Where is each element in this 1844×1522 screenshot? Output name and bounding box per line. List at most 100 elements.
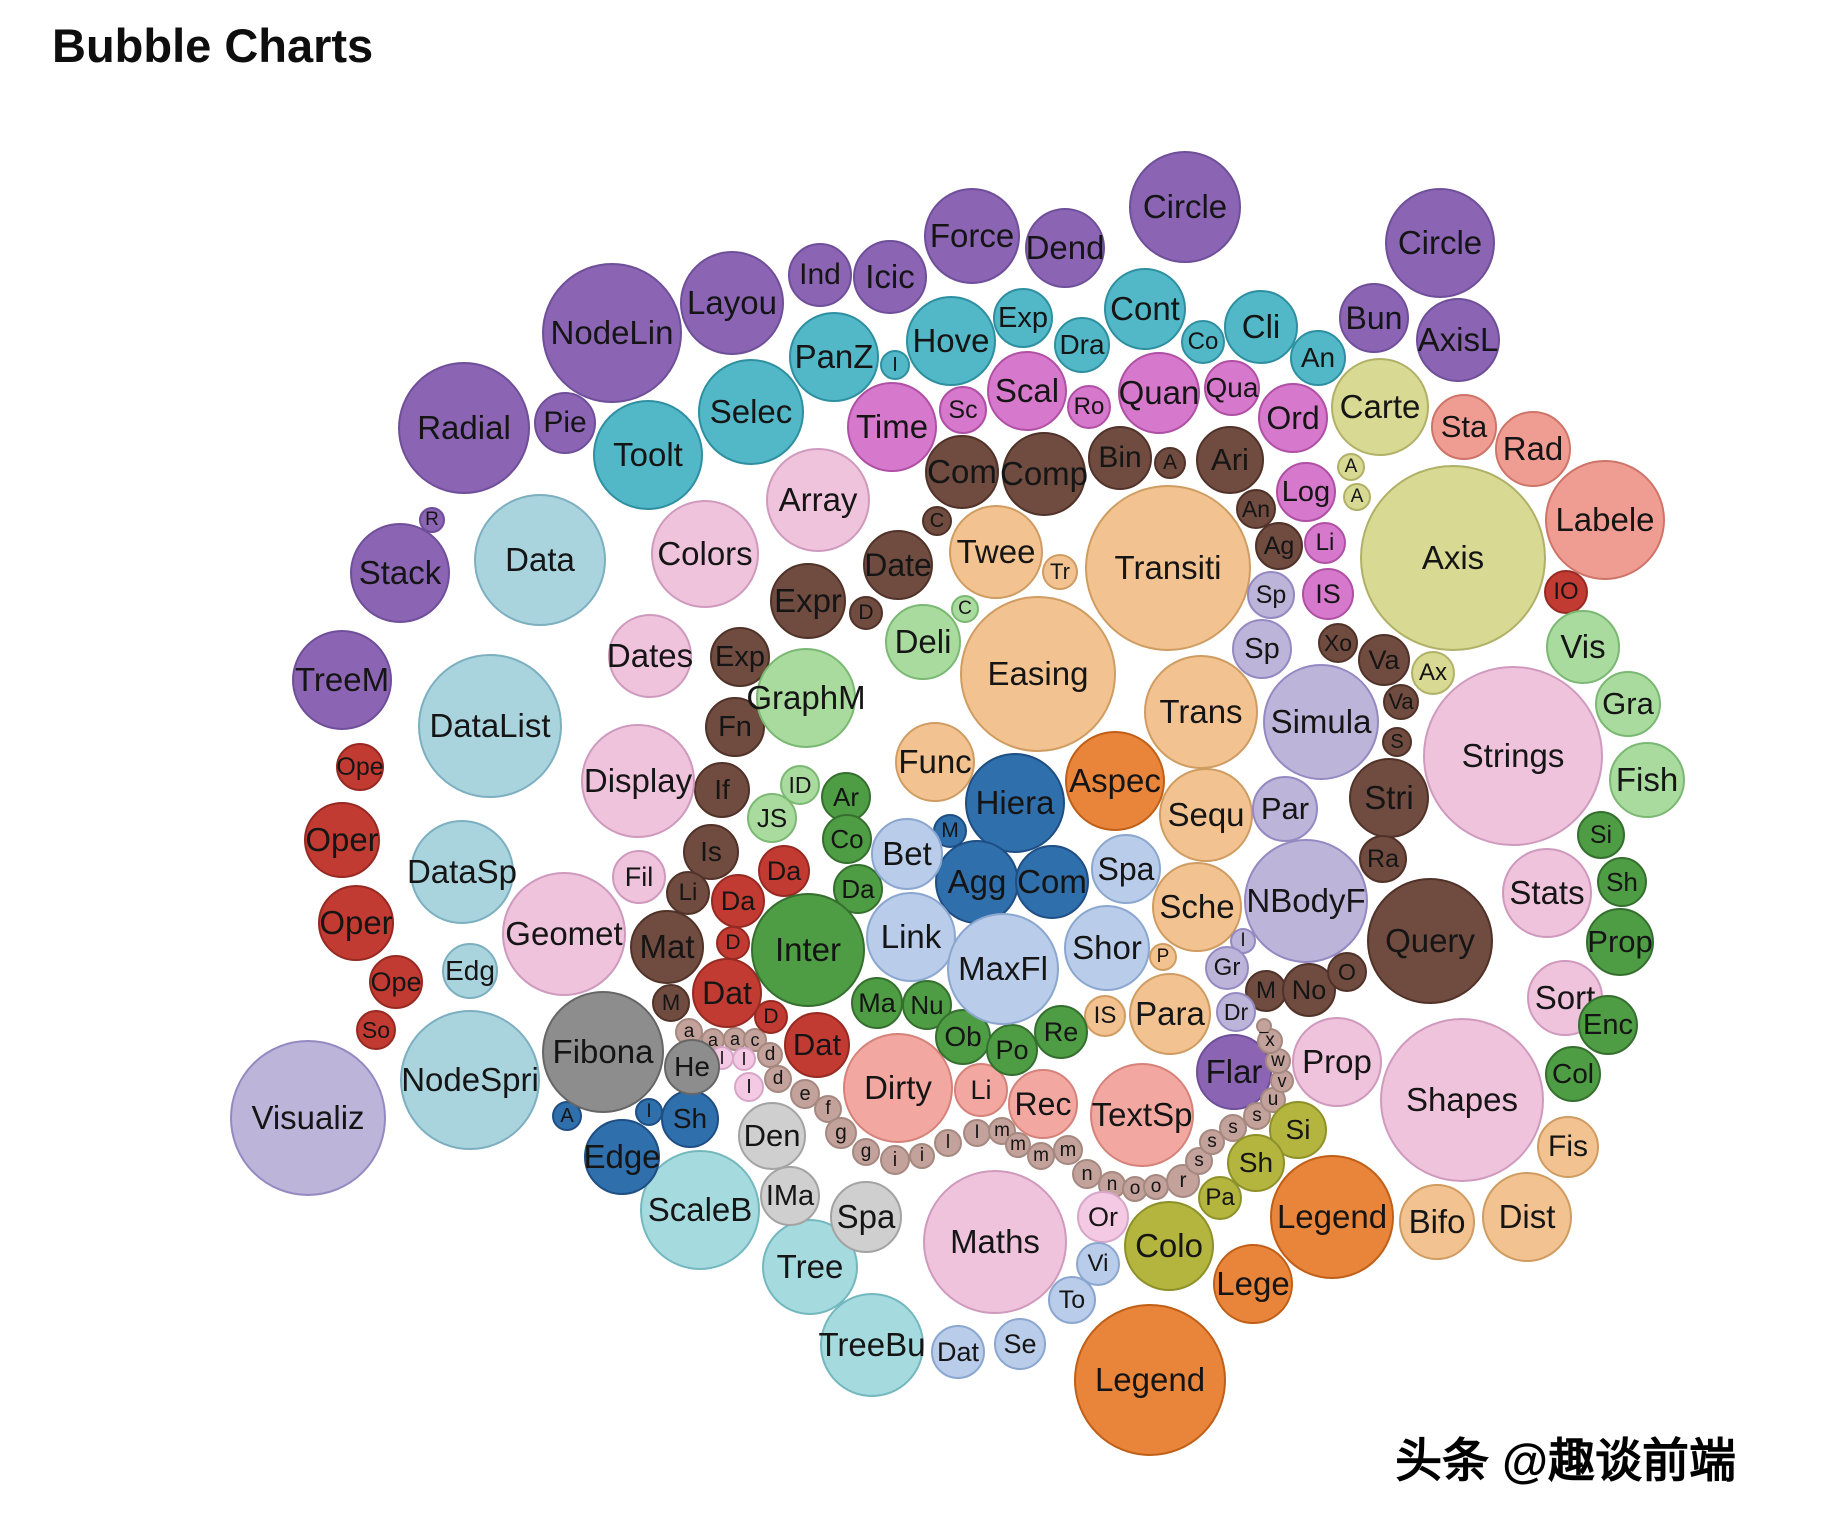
bubble-vis-164[interactable]: Vis <box>1546 610 1620 684</box>
bubble-fibona-211[interactable]: Fibona <box>542 991 664 1113</box>
bubble-i-157[interactable]: I <box>732 1047 756 1071</box>
bubble-par-205[interactable]: Par <box>1252 776 1318 842</box>
bubble-icic-5[interactable]: Icic <box>853 240 927 314</box>
bubble-dirty-119[interactable]: Dirty <box>843 1033 953 1143</box>
bubble-trans-101[interactable]: Trans <box>1144 655 1258 769</box>
bubble-data-135[interactable]: Data <box>474 494 606 626</box>
bubble-ope-126[interactable]: Ope <box>369 955 423 1009</box>
bubble-mat-53[interactable]: Mat <box>630 910 704 984</box>
bubble-da-130[interactable]: Da <box>711 874 765 928</box>
bubble-cont-23[interactable]: Cont <box>1104 268 1186 350</box>
bubble-fish-166[interactable]: Fish <box>1609 742 1685 818</box>
bubble-va-57[interactable]: Va <box>1383 684 1419 720</box>
bubble-g-73[interactable]: g <box>825 1117 857 1149</box>
bubble-xo-55[interactable]: Xo <box>1318 623 1358 663</box>
bubble-dat-132[interactable]: Dat <box>692 958 762 1028</box>
bubble-a-40[interactable]: A <box>1154 447 1186 479</box>
bubble-ax-115[interactable]: Ax <box>1411 651 1455 695</box>
bubble-aspec-216[interactable]: Aspec <box>1065 731 1165 831</box>
bubble-oper-125[interactable]: Oper <box>318 885 394 961</box>
bubble-i-78[interactable]: I <box>963 1119 991 1147</box>
bubble-bin-39[interactable]: Bin <box>1088 426 1152 490</box>
bubble-ro-30[interactable]: Ro <box>1067 385 1111 429</box>
bubble-so-127[interactable]: So <box>356 1010 396 1050</box>
bubble-ind-4[interactable]: Ind <box>788 243 852 307</box>
bubble-si-176[interactable]: Si <box>1577 811 1625 859</box>
bubble-geomet-148[interactable]: Geomet <box>502 872 626 996</box>
bubble-panz-18[interactable]: PanZ <box>789 312 879 402</box>
bubble-quan-31[interactable]: Quan <box>1118 352 1200 434</box>
bubble-io-128[interactable]: IO <box>1544 570 1588 614</box>
bubble-pie-9[interactable]: Pie <box>534 392 596 454</box>
bubble-rec-121[interactable]: Rec <box>1008 1069 1078 1139</box>
bubble-easing-100[interactable]: Easing <box>960 596 1116 752</box>
bubble-i-19[interactable]: I <box>880 350 910 380</box>
bubble-li-52[interactable]: Li <box>666 871 710 915</box>
bubble-oper-124[interactable]: Oper <box>304 802 380 878</box>
bubble-hiera-185[interactable]: Hiera <box>965 753 1065 853</box>
bubble-dat-134[interactable]: Dat <box>784 1012 850 1078</box>
bubble-inter-170[interactable]: Inter <box>751 893 865 1007</box>
bubble-link-194[interactable]: Link <box>866 892 956 982</box>
bubble-fis-110[interactable]: Fis <box>1537 1116 1599 1178</box>
bubble-circle-3[interactable]: Circle <box>1385 188 1495 298</box>
bubble-array-144[interactable]: Array <box>766 448 870 552</box>
bubble-nbodyf-206[interactable]: NBodyF <box>1244 839 1368 963</box>
bubble-col-180[interactable]: Col <box>1545 1046 1601 1102</box>
bubble-qua-32[interactable]: Qua <box>1204 360 1260 416</box>
bubble-maths-149[interactable]: Maths <box>923 1170 1067 1314</box>
bubble-bun-13[interactable]: Bun <box>1339 283 1409 353</box>
bubble-is-36[interactable]: IS <box>1302 568 1354 620</box>
bubble-c-161[interactable]: C <box>951 595 979 623</box>
bubble-date-47[interactable]: Date <box>863 530 933 600</box>
bubble-da-129[interactable]: Da <box>758 845 810 897</box>
bubble-edge-192[interactable]: Edge <box>583 1119 661 1195</box>
bubble-lege-218[interactable]: Lege <box>1213 1244 1293 1324</box>
bubble-spa-215[interactable]: Spa <box>830 1181 902 1253</box>
bubble-ma-171[interactable]: Ma <box>851 977 903 1029</box>
bubble-stack-10[interactable]: Stack <box>350 523 450 623</box>
bubble-hove-20[interactable]: Hove <box>906 296 996 386</box>
bubble-treebu-142[interactable]: TreeBu <box>819 1293 926 1397</box>
bubble-prop-178[interactable]: Prop <box>1586 908 1654 976</box>
bubble-axisl-14[interactable]: AxisL <box>1416 298 1500 382</box>
bubble-time-27[interactable]: Time <box>847 382 937 472</box>
bubble-stats-151[interactable]: Stats <box>1502 848 1592 938</box>
bubble-spa-197[interactable]: Spa <box>1091 834 1161 904</box>
bubble-sp-203[interactable]: Sp <box>1232 619 1292 679</box>
bubble-ra-60[interactable]: Ra <box>1359 835 1407 883</box>
bubble-legend-217[interactable]: Legend <box>1270 1155 1394 1279</box>
bubble-vi-201[interactable]: Vi <box>1076 1242 1120 1286</box>
bubble-g-74[interactable]: g <box>852 1138 880 1166</box>
bubble-sh-177[interactable]: Sh <box>1597 857 1647 907</box>
bubble-com-188[interactable]: Com <box>1015 845 1089 919</box>
bubble-se-199[interactable]: Se <box>994 1318 1046 1370</box>
bubble-s-58[interactable]: S <box>1382 727 1412 757</box>
bubble-gr-208[interactable]: Gr <box>1205 946 1249 990</box>
bubble-enc-179[interactable]: Enc <box>1578 995 1638 1055</box>
bubble-li-35[interactable]: Li <box>1304 522 1346 564</box>
bubble-legend-219[interactable]: Legend <box>1074 1304 1226 1456</box>
bubble-i-190[interactable]: I <box>635 1098 663 1126</box>
bubble-selec-17[interactable]: Selec <box>698 359 804 465</box>
bubble-den-213[interactable]: Den <box>738 1102 806 1170</box>
bubble-sta-116[interactable]: Sta <box>1431 394 1497 460</box>
bubble-display-146[interactable]: Display <box>581 724 695 838</box>
bubble-ima-214[interactable]: IMa <box>760 1166 820 1226</box>
bubble-layou-6[interactable]: Layou <box>680 251 784 355</box>
bubble-prop-154[interactable]: Prop <box>1292 1017 1382 1107</box>
bubble-c-44[interactable]: C <box>922 506 952 536</box>
bubble-stri-59[interactable]: Stri <box>1349 758 1429 838</box>
bubble-datasp-137[interactable]: DataSp <box>407 820 517 924</box>
bubble-va-56[interactable]: Va <box>1358 634 1410 686</box>
bubble-nodelin-7[interactable]: NodeLin <box>542 263 682 403</box>
bubble-is-106[interactable]: IS <box>1084 995 1126 1037</box>
bubble-ari-41[interactable]: Ari <box>1196 426 1264 494</box>
bubble-d-131[interactable]: D <box>716 926 750 960</box>
bubble-tr-98[interactable]: Tr <box>1042 554 1078 590</box>
bubble-strings-150[interactable]: Strings <box>1423 666 1603 846</box>
bubble-js-163[interactable]: JS <box>747 793 797 843</box>
bubble-bet-193[interactable]: Bet <box>871 818 943 890</box>
bubble-or-155[interactable]: Or <box>1077 1191 1129 1243</box>
bubble-func-102[interactable]: Func <box>895 722 975 802</box>
